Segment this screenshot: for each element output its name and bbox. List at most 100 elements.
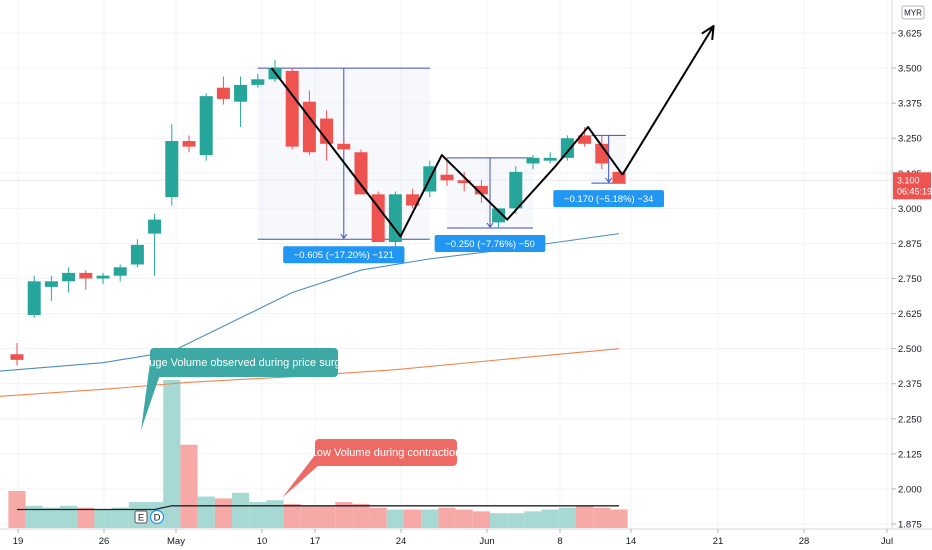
callout-low-volume-box — [315, 439, 457, 466]
measure-label-text-0: −0.605 (−17.20%) −121 — [294, 250, 394, 261]
volume-bar-18 — [318, 505, 336, 528]
candle-body-34 — [595, 143, 609, 164]
currency-label: MYR — [904, 9, 922, 18]
volume-bar-25 — [438, 507, 456, 528]
candle-body-2 — [44, 281, 58, 287]
candle-body-16 — [285, 70, 299, 147]
volume-bar-1 — [25, 505, 43, 528]
callout-volume-surge[interactable]: Huge Volume observed during price surge — [141, 348, 347, 430]
volume-bar-35 — [610, 509, 628, 528]
projection-arrow-head — [701, 24, 715, 41]
volume-bar-6 — [111, 507, 129, 528]
price-tick-label-2: 3.375 — [898, 99, 922, 110]
measure-label-1[interactable]: −0.250 (−7.76%) −50 — [434, 234, 546, 252]
measure-label-text-2: −0.170 (−5.18%) −34 — [564, 194, 654, 205]
measure-arrowhead-0 — [340, 233, 348, 240]
volume-bar-23 — [404, 509, 422, 528]
volume-bar-4 — [77, 507, 95, 528]
candle-body-29 — [509, 171, 523, 209]
volume-bar-26 — [455, 509, 473, 528]
time-axis-bg — [0, 529, 932, 550]
candle-body-35 — [612, 171, 626, 184]
volume-bar-28 — [490, 513, 508, 528]
volume-bar-19 — [335, 502, 353, 528]
volume-bar-33 — [576, 505, 594, 528]
volume-bar-29 — [507, 513, 525, 528]
volume-bar-21 — [369, 507, 387, 528]
volume-bar-3 — [60, 505, 78, 528]
callout-low-volume-text: Low Volume during contraction — [311, 447, 461, 459]
callout-low-volume[interactable]: Low Volume during contraction — [282, 439, 461, 498]
candle-body-6 — [113, 267, 127, 276]
measure-label-0[interactable]: −0.605 (−17.20%) −121 — [283, 246, 405, 264]
candle-body-25 — [440, 174, 454, 181]
price-tick-label-3: 3.250 — [898, 134, 922, 145]
volume-bar-24 — [421, 509, 439, 528]
price-range-measurements[interactable]: −0.605 (−17.20%) −121 −0.250 (−7.76%) −50… — [257, 67, 665, 264]
time-axis[interactable]: 19 26 May 10 17 24 Jun 8 14 21 28 Jul — [0, 528, 932, 550]
candle-body-21 — [371, 194, 385, 243]
projection-arrow-line — [621, 25, 715, 176]
candle-body-32 — [560, 138, 574, 158]
annotation-callouts[interactable]: Huge Volume observed during price surge L… — [134, 348, 461, 525]
candle-body-23 — [406, 194, 420, 206]
time-tick-label-0: 19 — [13, 536, 24, 547]
candle-body-27 — [474, 185, 488, 195]
event-marker-D[interactable]: D — [149, 509, 165, 525]
time-tick-label-1: 26 — [99, 536, 110, 547]
price-axis-bg — [892, 0, 932, 550]
volume-bar-17 — [300, 505, 318, 528]
callout-volume-surge-box — [150, 348, 338, 377]
time-tick-label-7: 8 — [557, 536, 562, 547]
candle-body-30 — [526, 157, 540, 164]
measure-label-text-1: −0.250 (−7.76%) −50 — [445, 239, 535, 250]
candle-body-33 — [578, 135, 592, 144]
current-price-countdown: 06:45:19 — [897, 186, 932, 196]
volume-bar-34 — [593, 507, 611, 528]
candle-body-10 — [182, 141, 196, 147]
time-tick-label-4: 17 — [310, 536, 321, 547]
candle-body-7 — [130, 244, 144, 265]
volume-bar-14 — [249, 502, 267, 528]
price-tick-label-10: 2.375 — [898, 379, 922, 390]
volume-bar-12 — [214, 498, 232, 528]
current-price-badge-bg — [893, 172, 931, 200]
candle-body-14 — [251, 79, 265, 85]
volume-bar-2 — [42, 507, 60, 528]
candle-body-3 — [62, 272, 76, 282]
time-tick-label-3: 10 — [257, 536, 268, 547]
volume-bar-16 — [283, 503, 301, 528]
measure-label-2[interactable]: −0.170 (−5.18%) −34 — [553, 190, 665, 208]
volume-bar-5 — [94, 509, 112, 528]
price-tick-label-8: 2.625 — [898, 309, 922, 320]
event-marker-box-E — [134, 510, 148, 524]
time-tick-label-11: Jul — [881, 536, 893, 547]
candle-body-18 — [320, 118, 334, 144]
ma-blue-line — [0, 233, 620, 372]
volume-bar-9 — [163, 380, 181, 528]
price-tick-label-0: 3.625 — [898, 29, 922, 40]
price-axis[interactable]: MYR3.6253.5003.3753.2503.1253.0002.8752.… — [891, 0, 932, 550]
candle-body-26 — [457, 180, 471, 184]
candle-body-5 — [96, 275, 110, 279]
volume-ma-line — [17, 505, 619, 511]
candle-body-19 — [337, 143, 351, 150]
candle-body-20 — [354, 152, 368, 195]
price-tick-label-14: 1.875 — [898, 520, 922, 531]
price-tick-label-9: 2.500 — [898, 344, 922, 355]
time-tick-label-10: 28 — [799, 536, 810, 547]
currency-box — [901, 5, 925, 20]
candle-body-22 — [388, 194, 402, 243]
trend-drawings[interactable] — [270, 24, 715, 238]
volume-bars — [8, 380, 628, 528]
event-marker-circle-D — [149, 509, 165, 525]
candle-body-28 — [492, 208, 506, 223]
candle-body-8 — [148, 219, 162, 234]
event-marker-E[interactable]: E — [134, 510, 148, 524]
candle-body-0 — [10, 354, 24, 360]
volume-bar-30 — [524, 511, 542, 528]
candle-body-11 — [199, 96, 213, 156]
zigzag-pattern-line — [270, 67, 624, 238]
